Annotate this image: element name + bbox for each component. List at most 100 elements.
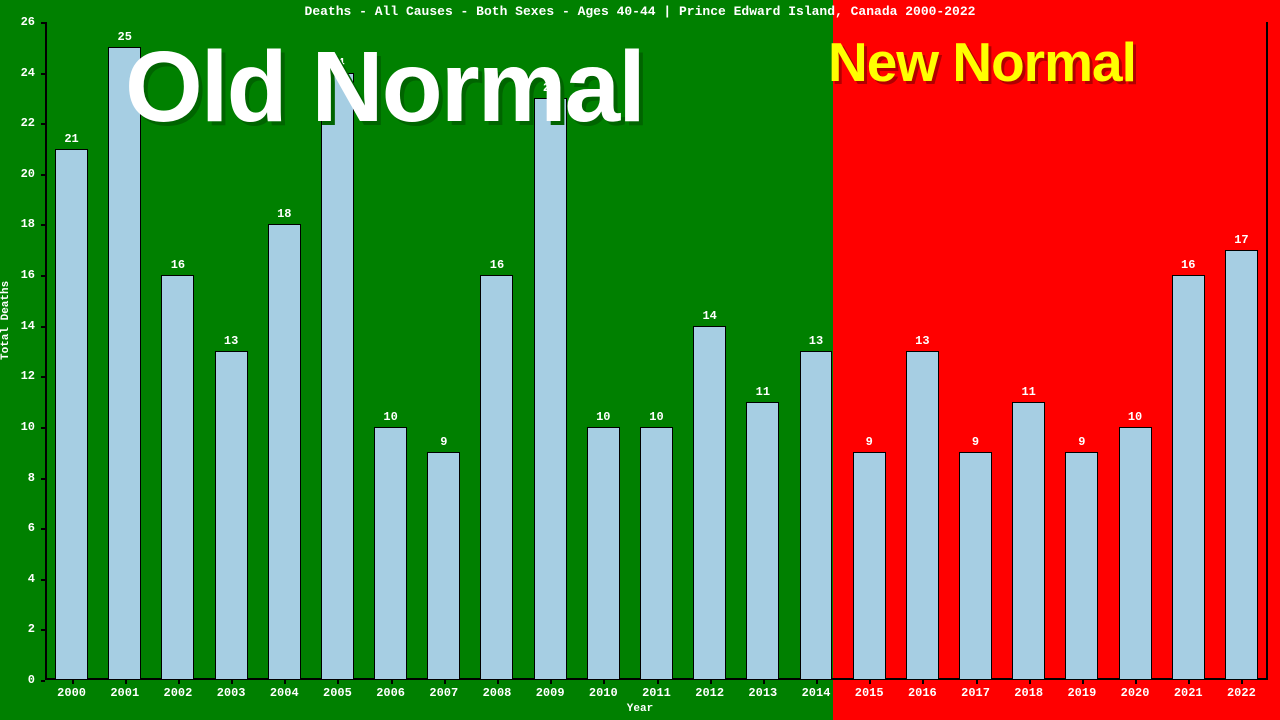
- x-tick-mark: [231, 680, 233, 684]
- new-normal-text: New Normal: [828, 31, 1136, 93]
- y-tick-label: 26: [21, 15, 35, 29]
- y-tick-mark: [41, 275, 45, 277]
- x-tick-label: 2001: [98, 686, 151, 700]
- bar: 16: [161, 275, 194, 680]
- x-tick-label: 2015: [843, 686, 896, 700]
- x-tick-label: 2010: [577, 686, 630, 700]
- old-normal-text: Old Normal: [125, 31, 644, 143]
- new-normal-overlay: New Normal New Normal: [828, 30, 1136, 94]
- y-tick-mark: [41, 174, 45, 176]
- bar: 9: [959, 452, 992, 680]
- x-tick-mark: [1135, 680, 1137, 684]
- y-tick-label: 16: [21, 268, 35, 282]
- x-tick-label: 2021: [1162, 686, 1215, 700]
- bar-value-label: 16: [1173, 258, 1204, 272]
- bar-value-label: 16: [162, 258, 193, 272]
- x-tick-mark: [710, 680, 712, 684]
- x-tick-label: 2014: [789, 686, 842, 700]
- bar: 11: [1012, 402, 1045, 680]
- y-tick-mark: [41, 680, 45, 682]
- bar: 16: [480, 275, 513, 680]
- y-tick-label: 22: [21, 116, 35, 130]
- y-tick-label: 24: [21, 66, 35, 80]
- bar: 9: [1065, 452, 1098, 680]
- bar: 11: [746, 402, 779, 680]
- x-tick-mark: [497, 680, 499, 684]
- bar-value-label: 10: [588, 410, 619, 424]
- y-tick-label: 12: [21, 369, 35, 383]
- x-tick-label: 2002: [151, 686, 204, 700]
- bar: 9: [427, 452, 460, 680]
- bar: 14: [693, 326, 726, 680]
- bar-value-label: 10: [375, 410, 406, 424]
- y-axis-label: Total Deaths: [0, 281, 12, 360]
- bar: 24: [321, 73, 354, 680]
- bar: 10: [374, 427, 407, 680]
- y-tick-label: 0: [28, 673, 35, 687]
- x-tick-mark: [763, 680, 765, 684]
- bar-value-label: 16: [481, 258, 512, 272]
- x-tick-label: 2005: [311, 686, 364, 700]
- x-tick-label: 2022: [1215, 686, 1268, 700]
- x-tick-mark: [869, 680, 871, 684]
- bar: 23: [534, 98, 567, 680]
- x-tick-mark: [922, 680, 924, 684]
- y-tick-mark: [41, 528, 45, 530]
- y-tick-label: 2: [28, 622, 35, 636]
- bar-value-label: 13: [801, 334, 832, 348]
- y-tick-label: 14: [21, 319, 35, 333]
- x-tick-label: 2008: [470, 686, 523, 700]
- bar: 9: [853, 452, 886, 680]
- bar-value-label: 13: [907, 334, 938, 348]
- y-tick-mark: [41, 376, 45, 378]
- x-tick-label: 2006: [364, 686, 417, 700]
- x-tick-mark: [603, 680, 605, 684]
- y-tick-mark: [41, 478, 45, 480]
- x-tick-label: 2003: [205, 686, 258, 700]
- x-tick-label: 2000: [45, 686, 98, 700]
- bar: 13: [215, 351, 248, 680]
- x-tick-mark: [1029, 680, 1031, 684]
- x-tick-label: 2018: [1002, 686, 1055, 700]
- x-tick-mark: [391, 680, 393, 684]
- bar: 21: [55, 149, 88, 680]
- bar-value-label: 9: [428, 435, 459, 449]
- x-tick-mark: [976, 680, 978, 684]
- y-tick-label: 6: [28, 521, 35, 535]
- y-tick-label: 4: [28, 572, 35, 586]
- y-tick-mark: [41, 629, 45, 631]
- x-tick-mark: [284, 680, 286, 684]
- bar-value-label: 14: [694, 309, 725, 323]
- x-tick-mark: [816, 680, 818, 684]
- x-tick-label: 2011: [630, 686, 683, 700]
- bar: 13: [906, 351, 939, 680]
- bar: 10: [640, 427, 673, 680]
- x-tick-mark: [178, 680, 180, 684]
- y-tick-mark: [41, 123, 45, 125]
- x-tick-mark: [550, 680, 552, 684]
- bar-value-label: 17: [1226, 233, 1257, 247]
- x-tick-label: 2007: [417, 686, 470, 700]
- y-tick-label: 20: [21, 167, 35, 181]
- chart-root: Deaths - All Causes - Both Sexes - Ages …: [0, 0, 1280, 720]
- x-tick-label: 2020: [1108, 686, 1161, 700]
- bar: 17: [1225, 250, 1258, 680]
- y-tick-mark: [41, 22, 45, 24]
- y-tick-mark: [41, 579, 45, 581]
- x-tick-label: 2004: [258, 686, 311, 700]
- bar-value-label: 13: [216, 334, 247, 348]
- x-tick-mark: [125, 680, 127, 684]
- y-tick-mark: [41, 224, 45, 226]
- bar-value-label: 21: [56, 132, 87, 146]
- bar: 10: [587, 427, 620, 680]
- y-tick-mark: [41, 73, 45, 75]
- y-tick-mark: [41, 427, 45, 429]
- bar-value-label: 11: [747, 385, 778, 399]
- bar-value-label: 10: [1120, 410, 1151, 424]
- x-tick-mark: [444, 680, 446, 684]
- x-tick-label: 2009: [524, 686, 577, 700]
- x-tick-mark: [1188, 680, 1190, 684]
- x-tick-mark: [1082, 680, 1084, 684]
- bar: 16: [1172, 275, 1205, 680]
- y-tick-mark: [41, 326, 45, 328]
